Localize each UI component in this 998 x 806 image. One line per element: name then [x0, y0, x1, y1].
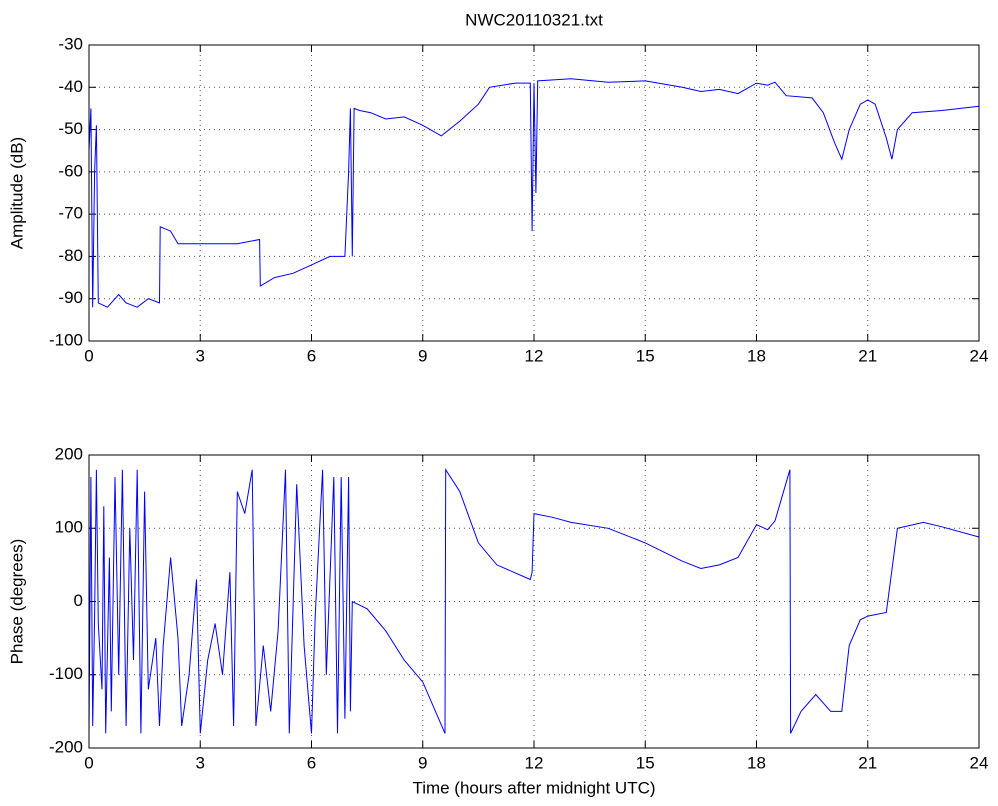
x-tick-label: 24 — [970, 346, 989, 365]
x-tick-label: 18 — [747, 346, 766, 365]
x-tick-label: 9 — [418, 346, 427, 365]
data-line — [88, 78, 980, 308]
x-tick-label: 18 — [747, 753, 766, 772]
y-tick-label: 200 — [55, 444, 83, 463]
y-tick-label: -200 — [49, 737, 83, 756]
x-tick-label: 6 — [307, 346, 316, 365]
x-tick-label: 0 — [84, 753, 93, 772]
y-axis-label: Phase (degrees) — [7, 539, 26, 665]
y-tick-label: -90 — [58, 288, 83, 307]
y-tick-label: -70 — [58, 204, 83, 223]
axes-box — [88, 44, 980, 342]
x-tick-label: 15 — [636, 753, 655, 772]
x-tick-label: 9 — [418, 753, 427, 772]
y-tick-label: -60 — [58, 161, 83, 180]
x-tick-label: 3 — [196, 346, 205, 365]
y-tick-label: -100 — [49, 330, 83, 349]
x-tick-label: 21 — [858, 346, 877, 365]
y-tick-label: -100 — [49, 664, 83, 683]
y-axis-label: Amplitude (dB) — [7, 137, 26, 249]
x-tick-label: 12 — [525, 753, 544, 772]
axes-box — [88, 454, 980, 749]
x-tick-label: 12 — [525, 346, 544, 365]
data-line — [88, 468, 980, 734]
y-tick-label: 0 — [74, 591, 83, 610]
x-axis-label: Time (hours after midnight UTC) — [412, 778, 655, 797]
x-tick-label: 3 — [196, 753, 205, 772]
y-tick-label: -40 — [58, 77, 83, 96]
chart-title: NWC20110321.txt — [465, 10, 603, 29]
x-tick-label: 15 — [636, 346, 655, 365]
y-tick-label: -80 — [58, 246, 83, 265]
y-tick-label: -30 — [58, 34, 83, 53]
x-tick-label: 0 — [84, 346, 93, 365]
x-tick-label: 6 — [307, 753, 316, 772]
x-tick-label: 21 — [858, 753, 877, 772]
x-tick-label: 24 — [970, 753, 989, 772]
y-tick-label: 100 — [55, 518, 83, 537]
y-tick-label: -50 — [58, 119, 83, 138]
